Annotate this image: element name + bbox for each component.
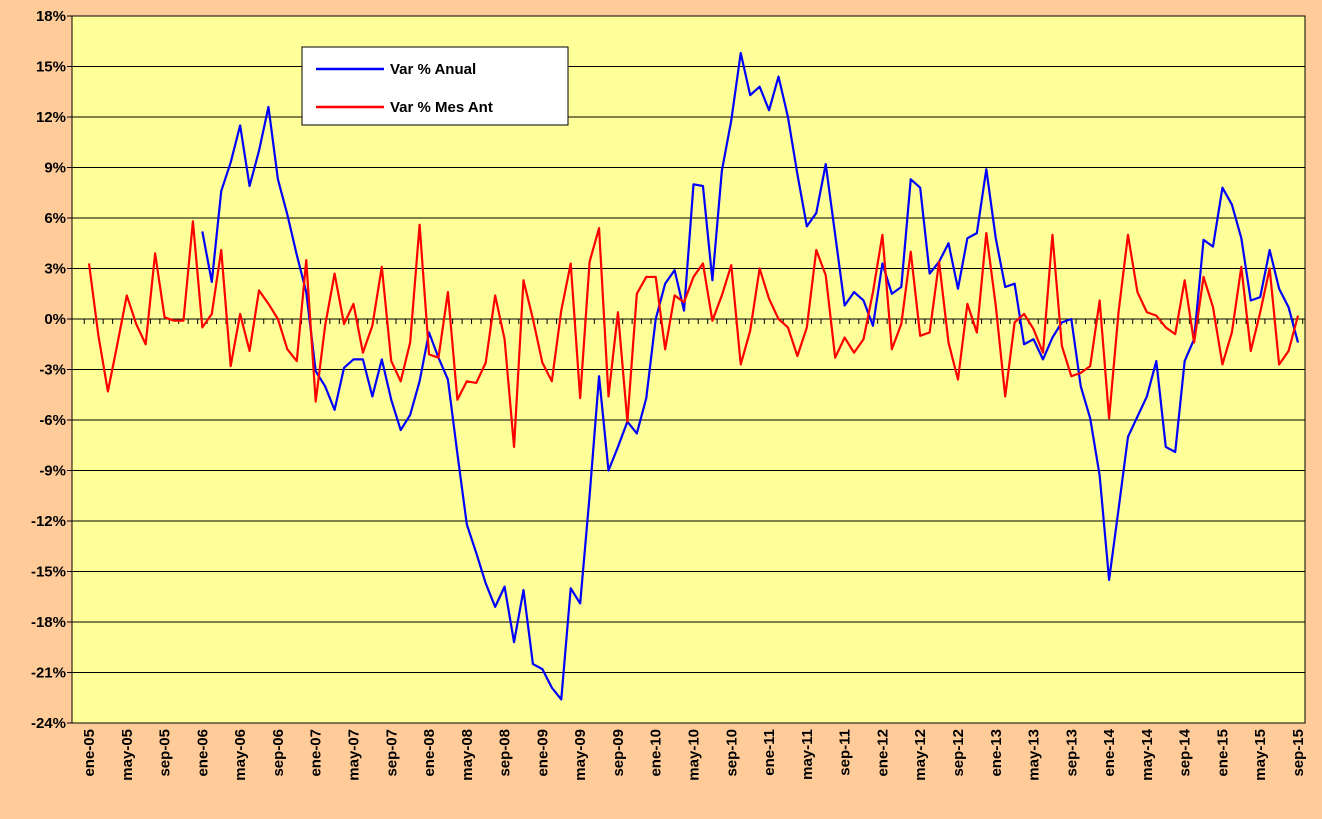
x-tick-label: may-12 bbox=[912, 729, 929, 781]
y-tick-label: 18% bbox=[36, 8, 66, 25]
y-tick-label: -12% bbox=[31, 513, 66, 530]
x-tick-label: may-06 bbox=[232, 729, 249, 781]
series-line bbox=[201, 51, 1300, 701]
y-tick-label: -21% bbox=[31, 665, 66, 682]
x-tick-label: sep-09 bbox=[610, 729, 627, 777]
x-tick-label: may-10 bbox=[686, 729, 703, 781]
x-tick-label: sep-07 bbox=[383, 729, 400, 777]
x-tick-label: sep-06 bbox=[270, 729, 287, 777]
x-tick-label: ene-08 bbox=[421, 729, 438, 777]
y-tick-label: -15% bbox=[31, 564, 66, 581]
x-tick-label: ene-11 bbox=[761, 729, 778, 776]
x-tick-label: ene-07 bbox=[308, 729, 325, 777]
x-tick-label: ene-06 bbox=[194, 729, 211, 777]
y-tick-label: 12% bbox=[36, 109, 66, 126]
x-tick-label: sep-10 bbox=[723, 729, 740, 777]
x-tick-label: sep-13 bbox=[1063, 729, 1080, 777]
x-tick-label: may-07 bbox=[345, 729, 362, 781]
x-tick-label: ene-13 bbox=[988, 729, 1005, 777]
x-tick-label: may-05 bbox=[119, 729, 136, 781]
legend-box bbox=[301, 46, 569, 126]
y-tick-label: 0% bbox=[44, 311, 66, 328]
y-tick-label: 15% bbox=[36, 59, 66, 76]
grid: -24% -21% -18% -15% -12% -9% -6% -3% 0% 3% 6% 9% 12%… bbox=[31, 8, 1307, 781]
x-tick-label: sep-15 bbox=[1290, 729, 1307, 777]
x-tick-label: ene-05 bbox=[81, 729, 98, 777]
legend-label: Var % Anual bbox=[390, 61, 476, 78]
y-tick-label: 9% bbox=[44, 160, 66, 177]
x-tick-label: may-15 bbox=[1252, 729, 1269, 781]
x-tick-label: ene-14 bbox=[1101, 728, 1118, 776]
y-tick-label: -18% bbox=[31, 614, 66, 631]
y-tick-label: -6% bbox=[39, 412, 66, 429]
x-tick-label: may-08 bbox=[459, 729, 476, 781]
x-tick-label: sep-05 bbox=[157, 729, 174, 777]
legend-label: Var % Mes Ant bbox=[390, 99, 493, 116]
x-tick-label: ene-10 bbox=[648, 729, 665, 777]
y-tick-label: 3% bbox=[44, 261, 66, 278]
y-tick-label: -24% bbox=[31, 715, 66, 732]
legend: Var % Anual Var % Mes Ant bbox=[301, 46, 569, 126]
x-tick-label: ene-15 bbox=[1214, 729, 1231, 777]
y-tick-label: 6% bbox=[44, 210, 66, 227]
x-tick-label: sep-12 bbox=[950, 729, 967, 777]
x-tick-label: ene-09 bbox=[534, 729, 551, 777]
y-tick-label: -9% bbox=[39, 463, 66, 480]
series-line bbox=[87, 220, 1300, 449]
x-tick-label: ene-12 bbox=[874, 729, 891, 777]
y-tick-label: -3% bbox=[39, 362, 66, 379]
x-tick-label: may-11 bbox=[799, 729, 816, 780]
x-tick-label: may-13 bbox=[1026, 729, 1043, 781]
x-tick-label: sep-14 bbox=[1177, 728, 1194, 776]
x-tick-label: sep-11 bbox=[837, 729, 854, 776]
x-tick-label: may-09 bbox=[572, 729, 589, 781]
x-tick-label: may-14 bbox=[1139, 728, 1156, 780]
x-tick-label: sep-08 bbox=[497, 729, 514, 777]
lines bbox=[87, 51, 1300, 701]
